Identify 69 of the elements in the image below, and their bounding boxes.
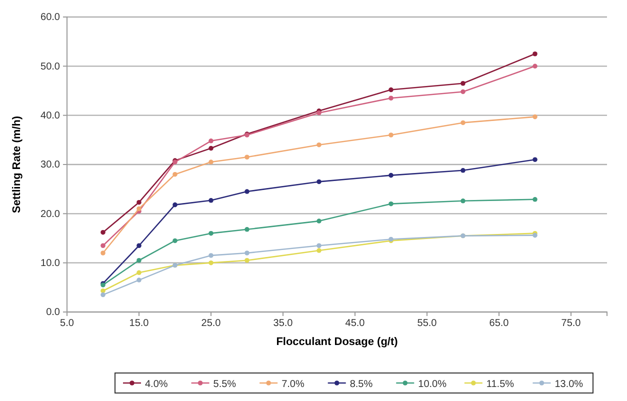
point	[208, 160, 214, 164]
point	[208, 146, 214, 151]
point	[388, 87, 394, 92]
point	[208, 230, 214, 236]
point	[136, 270, 142, 276]
legend-label: 7.0%	[282, 379, 304, 390]
x-axis-title: Flocculant Dosage (g/t)	[276, 336, 398, 348]
point	[316, 218, 322, 224]
y-axis-title: Settling Rate (m/h)	[11, 116, 23, 214]
point	[316, 142, 322, 148]
point	[244, 258, 250, 263]
legend-label: 4.0%	[145, 379, 168, 390]
point	[532, 197, 538, 202]
point	[100, 230, 106, 235]
point	[136, 278, 142, 282]
point	[244, 189, 250, 194]
legend-label: 8.5%	[350, 379, 373, 390]
x-tick-label: 75.0	[561, 318, 582, 330]
point	[208, 198, 214, 203]
point	[208, 260, 214, 266]
x-tick-label: 45.0	[345, 318, 366, 330]
point	[100, 250, 106, 256]
x-tick-label: 15.0	[129, 318, 150, 330]
point	[316, 179, 322, 184]
point	[460, 168, 466, 173]
point	[100, 243, 106, 248]
x-tick-label: 65.0	[489, 318, 510, 330]
point	[532, 51, 538, 56]
y-tick-label: 30.0	[40, 160, 60, 171]
point	[172, 172, 178, 177]
y-tick-label: 60.0	[40, 12, 60, 24]
x-tick-label: 55.0	[417, 318, 438, 330]
point	[244, 154, 250, 160]
point	[136, 206, 142, 212]
x-tick-label: 25.0	[201, 318, 222, 330]
legend-label: 10.0%	[418, 379, 447, 390]
point	[388, 172, 394, 178]
point	[532, 157, 538, 162]
point	[136, 243, 142, 248]
point	[460, 120, 466, 126]
point	[460, 198, 466, 204]
y-tick-label: 0.0	[46, 307, 60, 318]
legend-label: 11.5%	[486, 379, 514, 390]
point	[460, 89, 466, 94]
x-tick-label: 5.0	[60, 318, 74, 330]
point	[388, 96, 394, 101]
y-tick-label: 40.0	[40, 110, 60, 122]
point	[388, 201, 394, 206]
point	[136, 258, 142, 263]
y-tick-label: 10.0	[40, 258, 60, 270]
point	[136, 200, 142, 205]
point	[460, 80, 466, 86]
point	[532, 64, 538, 69]
point	[172, 238, 178, 244]
point	[316, 243, 322, 248]
point	[208, 253, 214, 258]
point	[244, 227, 250, 232]
point	[100, 292, 106, 298]
point	[388, 132, 394, 138]
point	[244, 250, 250, 256]
point	[532, 114, 538, 120]
legend-label: 5.5%	[213, 379, 236, 390]
y-tick-label: 50.0	[40, 61, 60, 72]
point	[316, 248, 322, 253]
y-tick-label: 20.0	[40, 208, 60, 220]
legend-label: 13.0%	[554, 379, 584, 390]
point	[172, 202, 178, 208]
point	[208, 138, 214, 144]
x-tick-label: 35.0	[273, 318, 294, 330]
